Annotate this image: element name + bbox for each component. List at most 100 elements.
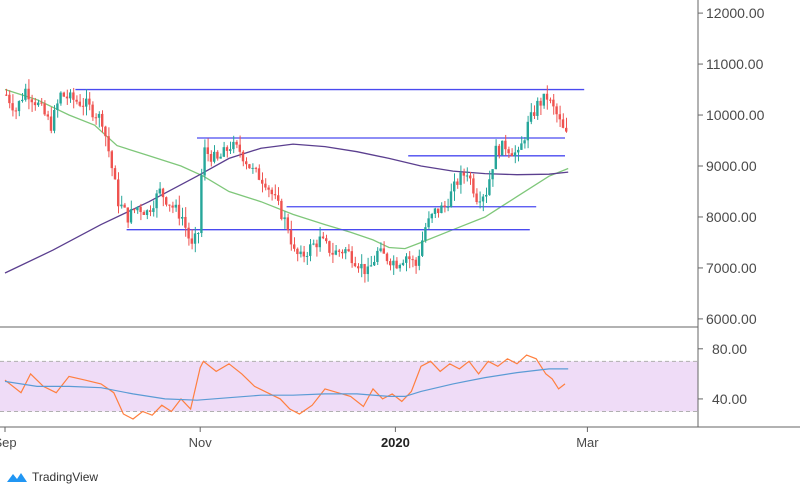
candle-body (11, 103, 13, 110)
candle-body (114, 168, 116, 179)
candle-body (21, 100, 23, 101)
candle-body (31, 99, 33, 102)
candle-body (373, 262, 375, 265)
candle-body (344, 249, 346, 253)
candle-body (72, 92, 74, 99)
price-axis[interactable]: 12000.00 11000.00 10000.00 9000.00 8000.00 70… (698, 5, 765, 327)
rsi-tick-label: 40.00 (712, 391, 747, 407)
candle-body (139, 207, 141, 212)
candle-body (264, 184, 266, 188)
time-tick-label: 2020 (381, 435, 410, 450)
candle-body (117, 179, 119, 206)
candle-body (437, 208, 439, 213)
candle-body (191, 238, 193, 243)
candle-body (239, 145, 241, 152)
price-tick-label: 9000.00 (706, 158, 757, 174)
candle-body (363, 264, 365, 274)
candle-body (360, 264, 362, 268)
candle-body (440, 205, 442, 213)
candle-body (504, 141, 506, 150)
candle-body (15, 110, 17, 111)
candle-body (107, 136, 109, 151)
candle-body (261, 180, 263, 184)
candle-body (354, 263, 356, 266)
support-resistance-lines (75, 90, 584, 230)
candle-body (130, 209, 132, 222)
candle-body (152, 208, 154, 212)
tradingview-branding[interactable]: TradingView (6, 470, 98, 484)
candle-body (159, 189, 161, 194)
candle-body (95, 117, 97, 118)
candle-body (309, 244, 311, 256)
candle-body (69, 92, 71, 98)
candle-body (210, 154, 212, 162)
candle-body (411, 259, 413, 260)
candle-body (306, 256, 308, 257)
candle-body (8, 95, 10, 103)
candle-body (155, 193, 157, 208)
candle-body (136, 207, 138, 210)
candle-body (463, 173, 465, 176)
candle-body (543, 94, 545, 106)
candle-body (469, 175, 471, 178)
candle-body (482, 197, 484, 202)
price-tick-label: 7000.00 (706, 260, 757, 276)
candle-body (280, 201, 282, 219)
candle-body (248, 164, 250, 168)
price-tick-label: 6000.00 (706, 311, 757, 327)
candle-body (82, 106, 84, 107)
candle-body (392, 261, 394, 266)
candle-body (226, 147, 228, 151)
candle-body (258, 168, 260, 180)
candle-body (319, 237, 321, 248)
candle-body (415, 260, 417, 266)
candle-body (520, 143, 522, 149)
candle-body (133, 209, 135, 210)
candle-body (213, 152, 215, 162)
price-tick-label: 12000.00 (706, 5, 765, 21)
candle-body (178, 205, 180, 219)
candle-body (59, 93, 61, 104)
candle-body (290, 230, 292, 244)
candle-body (40, 103, 42, 104)
candle-body (331, 253, 333, 255)
candle-body (24, 89, 26, 100)
rsi-pane[interactable] (0, 355, 698, 419)
candle-body (171, 206, 173, 208)
time-axis[interactable]: Sep Nov 2020 Mar (0, 427, 599, 450)
price-tick-label: 11000.00 (706, 56, 764, 72)
candle-body (219, 157, 221, 159)
candle-body (111, 151, 113, 168)
rsi-tick-label: 80.00 (712, 341, 747, 357)
candle-body (325, 238, 327, 241)
candle-body (424, 227, 426, 240)
candle-body (27, 89, 29, 100)
candle-body (431, 214, 433, 218)
rsi-axis[interactable]: 80.00 40.00 (698, 341, 747, 407)
candle-body (43, 104, 45, 115)
candle-body (187, 228, 189, 239)
candle-body (104, 127, 106, 137)
candle-body (453, 181, 455, 191)
candle-body (53, 110, 55, 131)
candle-body (79, 102, 81, 106)
candle-body (184, 217, 186, 228)
candle-body (357, 266, 359, 268)
candle-body (389, 261, 391, 265)
candle-body (283, 217, 285, 219)
candle-body (395, 261, 397, 269)
candle-body (559, 114, 561, 119)
candle-body (235, 142, 237, 145)
candle-body (475, 193, 477, 202)
candle-body (549, 100, 551, 101)
candle-body (418, 256, 420, 266)
candle-body (443, 205, 445, 206)
candle-body (271, 190, 273, 194)
candle-body (181, 217, 183, 219)
candle-body (18, 101, 20, 111)
price-pane[interactable] (5, 79, 584, 282)
candle-body (50, 117, 52, 131)
candle-body (383, 248, 385, 253)
candle-body (479, 201, 481, 202)
